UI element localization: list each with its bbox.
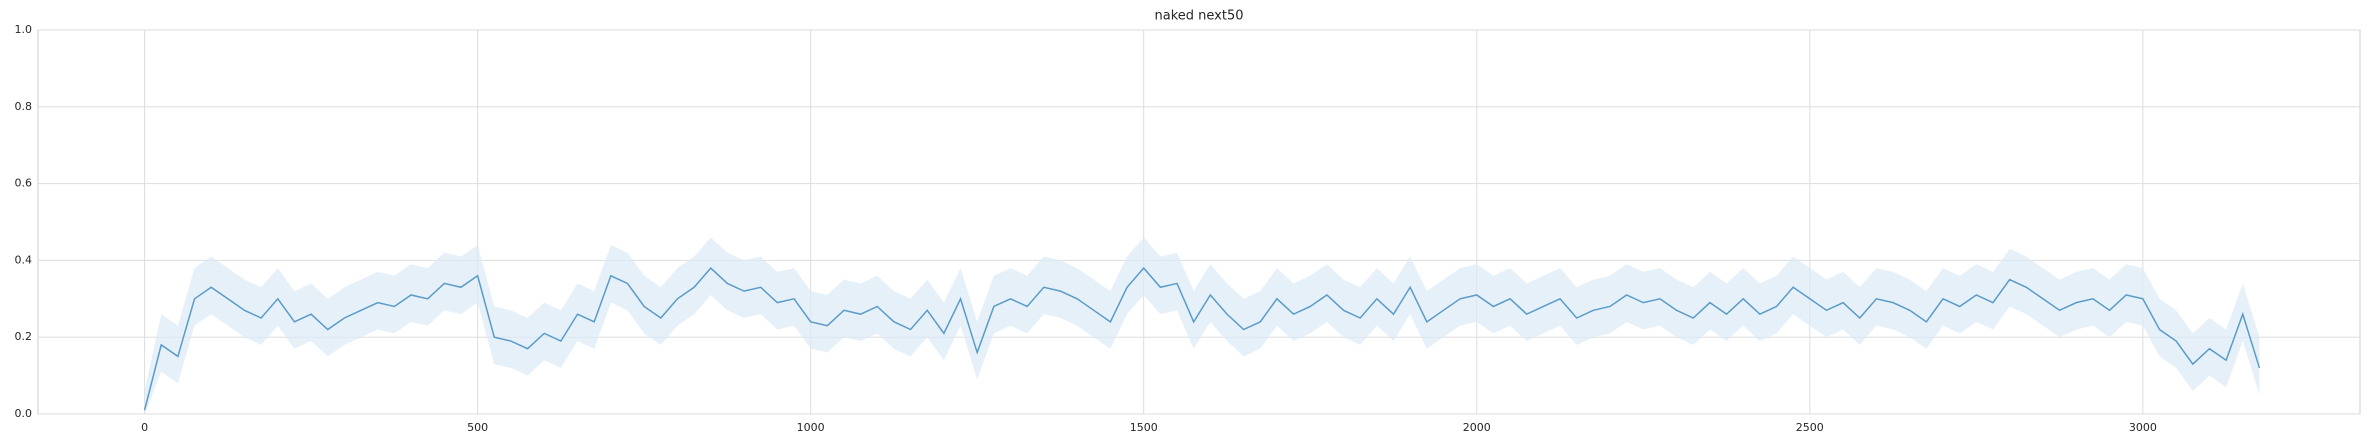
y-tick-label: 0.2: [15, 330, 33, 343]
confidence-band: [144, 237, 2260, 414]
x-tick-label: 3000: [2129, 421, 2157, 434]
x-tick-label: 1000: [797, 421, 825, 434]
y-tick-label: 0.6: [15, 177, 33, 190]
x-tick-label: 1500: [1130, 421, 1158, 434]
y-tick-label: 0.0: [15, 407, 33, 420]
x-tick-label: 2500: [1796, 421, 1824, 434]
x-tick-label: 0: [141, 421, 148, 434]
y-tick-label: 0.8: [15, 100, 33, 113]
plot-frame: [37, 29, 2361, 415]
y-tick-label: 0.4: [15, 253, 33, 266]
line: [143, 266, 2261, 411]
x-tick-label: 500: [467, 421, 488, 434]
y-tick-label: 1.0: [15, 23, 33, 36]
x-tick-label: 2000: [1463, 421, 1491, 434]
chart-title: naked next50: [1155, 9, 1244, 24]
